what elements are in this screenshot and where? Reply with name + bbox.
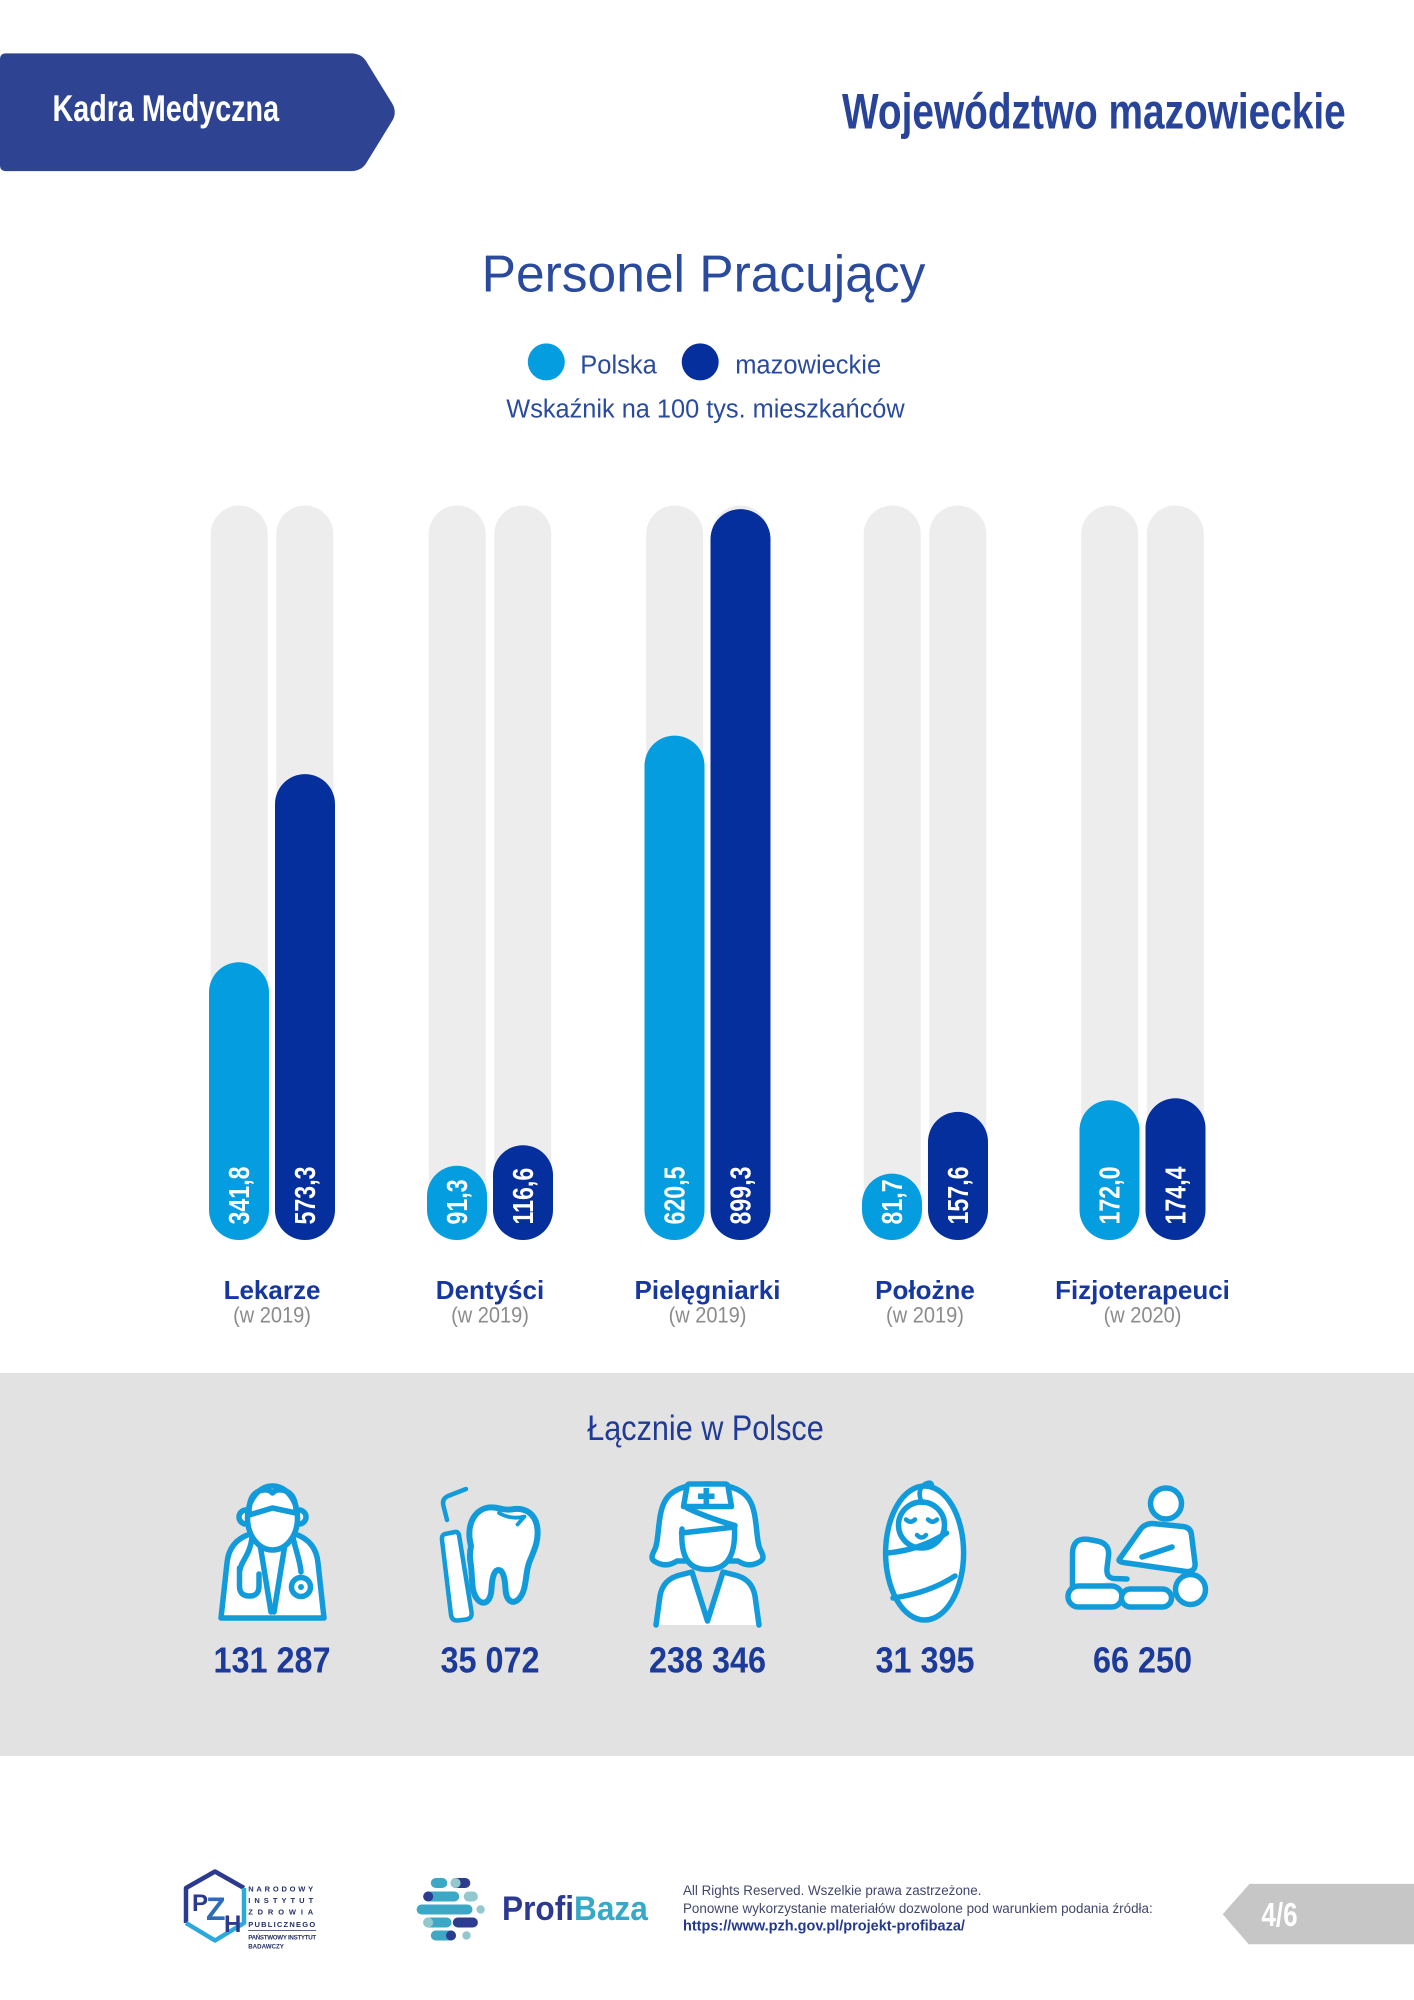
svg-text:BADAWCZY: BADAWCZY (248, 1943, 285, 1950)
svg-text:238 346: 238 346 (649, 1641, 766, 1681)
svg-text:Kadra Medyczna: Kadra Medyczna (53, 89, 280, 130)
svg-text:116,6: 116,6 (506, 1168, 539, 1225)
svg-text:All Rights Reserved. Wszelkie: All Rights Reserved. Wszelkie prawa zast… (683, 1883, 981, 1898)
svg-text:(w 2019): (w 2019) (451, 1302, 529, 1327)
svg-text:Ponowne wykorzystanie materiał: Ponowne wykorzystanie materiałów dozwolo… (683, 1901, 1153, 1916)
svg-text:ProfiBaza: ProfiBaza (502, 1889, 649, 1927)
svg-text:ZDROWIA: ZDROWIA (248, 1908, 316, 1917)
svg-text:PUBLICZNEGO: PUBLICZNEGO (248, 1920, 316, 1929)
svg-text:P: P (192, 1890, 208, 1917)
svg-text:Województwo mazowieckie: Województwo mazowieckie (842, 84, 1346, 140)
svg-text:81,7: 81,7 (875, 1179, 908, 1224)
svg-text:Dentyści: Dentyści (436, 1275, 544, 1305)
svg-text:H: H (224, 1911, 241, 1938)
svg-text:573,3: 573,3 (288, 1166, 321, 1224)
svg-text:66 250: 66 250 (1093, 1641, 1192, 1681)
svg-text:Lekarze: Lekarze (224, 1275, 321, 1305)
svg-text:(w 2020): (w 2020) (1104, 1302, 1182, 1327)
svg-text:131 287: 131 287 (213, 1641, 330, 1681)
svg-text:31 395: 31 395 (875, 1641, 974, 1681)
svg-text:Personel Pracujący: Personel Pracujący (482, 245, 926, 303)
svg-text:Z: Z (206, 1891, 226, 1927)
svg-text:Fizjoterapeuci: Fizjoterapeuci (1055, 1275, 1230, 1305)
svg-text:174,4: 174,4 (1159, 1166, 1192, 1224)
svg-text:341,8: 341,8 (222, 1166, 255, 1224)
svg-text:Wskaźnik na 100 tys. mieszkańc: Wskaźnik na 100 tys. mieszkańców (506, 395, 905, 423)
svg-text:(w 2019): (w 2019) (233, 1302, 311, 1327)
svg-text:Pielęgniarki: Pielęgniarki (635, 1275, 781, 1305)
svg-text:899,3: 899,3 (724, 1166, 757, 1224)
svg-text:PAŃSTWOWY INSTYTUT: PAŃSTWOWY INSTYTUT (248, 1933, 316, 1941)
svg-text:NARODOWY: NARODOWY (248, 1885, 316, 1894)
svg-text:157,6: 157,6 (941, 1166, 974, 1224)
svg-text:INSTYTUT: INSTYTUT (248, 1896, 316, 1905)
svg-text:Położne: Położne (875, 1275, 975, 1305)
svg-text:https://www.pzh.gov.pl/projekt: https://www.pzh.gov.pl/projekt-profibaza… (683, 1919, 965, 1935)
svg-text:35 072: 35 072 (440, 1641, 539, 1681)
svg-text:(w 2019): (w 2019) (886, 1302, 964, 1327)
svg-text:620,5: 620,5 (658, 1166, 691, 1224)
svg-text:91,3: 91,3 (440, 1179, 473, 1224)
svg-text:172,0: 172,0 (1093, 1166, 1126, 1224)
svg-text:(w 2019): (w 2019) (669, 1302, 747, 1327)
svg-text:mazowieckie: mazowieckie (735, 351, 881, 379)
svg-text:Łącznie w Polsce: Łącznie w Polsce (587, 1408, 824, 1447)
svg-text:4/6: 4/6 (1261, 1897, 1297, 1934)
svg-text:Polska: Polska (580, 351, 657, 379)
